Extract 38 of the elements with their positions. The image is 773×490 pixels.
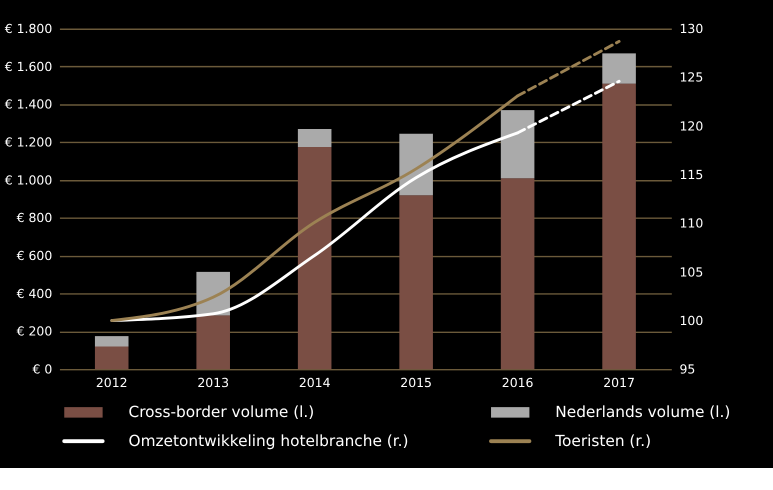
bar [500, 110, 534, 178]
y-tick-label: € 1.200 [4, 134, 52, 150]
bar [94, 346, 129, 370]
bar [399, 195, 433, 370]
y-tick-label: € 1.800 [4, 21, 52, 36]
y-tick-label: € 1.600 [4, 58, 52, 74]
legend-label: Nederlands volume (l.) [555, 403, 730, 422]
legend-label: Cross-border volume (l.) [128, 403, 314, 422]
x-tick-label: 2015 [400, 374, 432, 390]
bar [196, 315, 230, 370]
bar [602, 84, 636, 370]
bar [500, 178, 534, 370]
y-tick-label: € 800 [16, 210, 52, 226]
x-tick-label: 2012 [96, 374, 128, 390]
y2-tick-label: 125 [679, 70, 704, 85]
y-tick-label: € 0 [32, 362, 52, 377]
y2-tick-label: 105 [679, 264, 704, 280]
y2-tick-label: 110 [679, 216, 704, 231]
x-tick-label: 2016 [502, 374, 534, 390]
legend-label: Toeristen (r.) [554, 432, 652, 450]
bar [602, 53, 636, 84]
y-tick-label: € 1.000 [4, 172, 52, 188]
y2-tick-label: 120 [679, 118, 704, 134]
y-tick-label: € 400 [16, 286, 52, 301]
y-tick-label: € 600 [16, 248, 52, 264]
x-tick-label: 2014 [298, 374, 331, 390]
y-tick-label: € 1.400 [4, 96, 52, 112]
bar [298, 146, 332, 370]
legend-label: Omzetontwikkeling hotelbranche (r.) [128, 432, 408, 450]
y2-tick-label: 100 [679, 312, 704, 328]
y2-tick-label: 115 [679, 166, 704, 182]
bar [298, 129, 332, 147]
bar [94, 336, 129, 347]
y2-tick-label: 130 [679, 21, 704, 36]
x-tick-label: 2013 [197, 374, 230, 390]
y-tick-label: € 200 [16, 324, 52, 339]
x-tick-label: 2017 [603, 374, 635, 390]
y2-tick-label: 95 [679, 362, 696, 377]
